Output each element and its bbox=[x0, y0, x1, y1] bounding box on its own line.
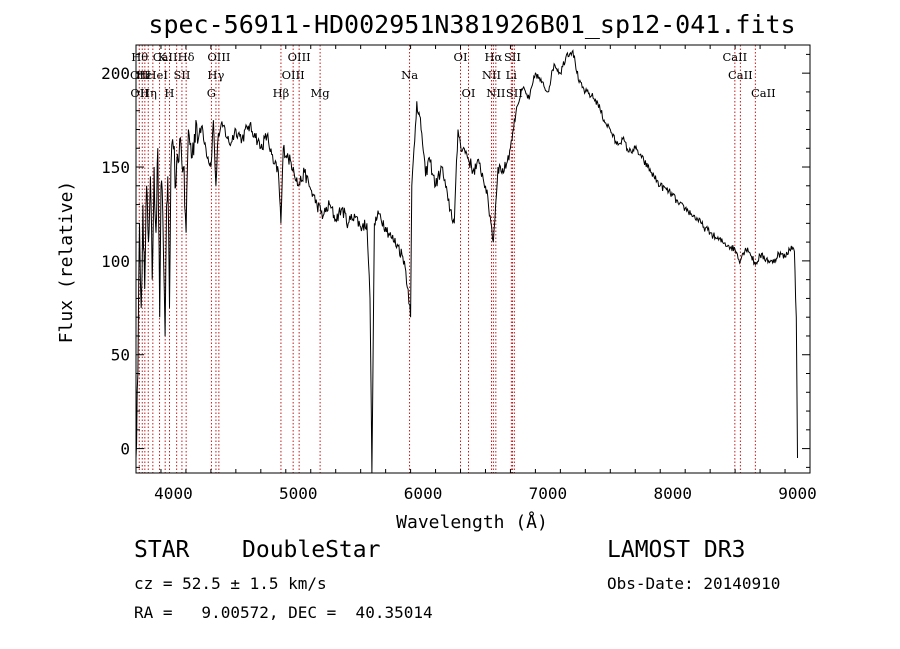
line-label: NII bbox=[482, 68, 501, 82]
line-label: CaII bbox=[722, 50, 747, 64]
observation-date: Obs-Date: 20140910 bbox=[607, 574, 781, 593]
line-label: OII bbox=[130, 68, 149, 82]
line-label: OII bbox=[130, 86, 149, 100]
line-label: HeI bbox=[147, 68, 168, 82]
line-label: OIII bbox=[288, 50, 311, 64]
line-label: Na bbox=[401, 68, 418, 82]
spectrum-line bbox=[135, 49, 798, 474]
line-label: NII bbox=[486, 86, 505, 100]
survey-name: LAMOST DR3 bbox=[607, 537, 746, 563]
x-axis-label: Wavelength (Å) bbox=[396, 511, 548, 533]
redshift-cz: cz = 52.5 ± 1.5 km/s bbox=[134, 574, 327, 593]
line-label: OIII bbox=[207, 50, 230, 64]
x-tick-label: 4000 bbox=[154, 484, 193, 503]
y-tick-label: 50 bbox=[111, 346, 130, 365]
y-tick-label: 200 bbox=[101, 64, 130, 83]
line-label: OIII bbox=[282, 68, 305, 82]
chart-title: spec-56911-HD002951N381926B01_sp12-041.f… bbox=[148, 10, 795, 39]
line-label: SII bbox=[173, 68, 190, 82]
line-label: OI bbox=[462, 86, 476, 100]
plot-frame bbox=[135, 44, 811, 474]
line-label: K bbox=[158, 50, 167, 64]
line-label: Hη bbox=[140, 86, 157, 100]
object-class: STAR bbox=[134, 537, 190, 563]
y-tick-label: 100 bbox=[101, 252, 130, 271]
line-label: CaII bbox=[728, 68, 753, 82]
x-tick-label: 9000 bbox=[778, 484, 817, 503]
line-label: Hγ bbox=[207, 68, 224, 82]
line-label: Hα bbox=[484, 50, 502, 64]
spectrum-series bbox=[135, 49, 798, 474]
y-axis-label: Flux (relative) bbox=[56, 181, 77, 344]
line-label: Hβ bbox=[273, 86, 290, 100]
line-label: CaII bbox=[751, 86, 776, 100]
line-label: OI bbox=[454, 50, 468, 64]
line-label: SII bbox=[506, 86, 523, 100]
coordinates: RA = 9.00572, DEC = 40.35014 bbox=[134, 603, 433, 622]
y-tick-label: 0 bbox=[120, 440, 130, 459]
line-label: H bbox=[164, 86, 174, 100]
line-label: CaII bbox=[153, 50, 178, 64]
line-labels: Hθ Hε Hη K HeI H Hδ SII OIII Hγ G OIII OIII Hβ Mg Na OI O… bbox=[130, 50, 776, 100]
x-tick-label: 5000 bbox=[279, 484, 318, 503]
object-subclass: DoubleStar bbox=[242, 537, 381, 563]
line-label: Hδ bbox=[178, 50, 195, 64]
line-label: Hθ bbox=[131, 50, 148, 64]
line-label: Hε bbox=[136, 68, 152, 82]
line-label: Li bbox=[506, 68, 518, 82]
line-label: G bbox=[207, 86, 216, 100]
plot-axes: 4000 5000 6000 7000 8000 9000 0 50 100 150 200 bbox=[101, 44, 817, 503]
line-label: SII bbox=[504, 50, 521, 64]
line-label: Mg bbox=[311, 86, 331, 100]
x-tick-label: 6000 bbox=[404, 484, 443, 503]
y-tick-label: 150 bbox=[101, 158, 130, 177]
x-tick-label: 7000 bbox=[529, 484, 568, 503]
x-tick-label: 8000 bbox=[653, 484, 692, 503]
line-markers bbox=[138, 45, 756, 473]
